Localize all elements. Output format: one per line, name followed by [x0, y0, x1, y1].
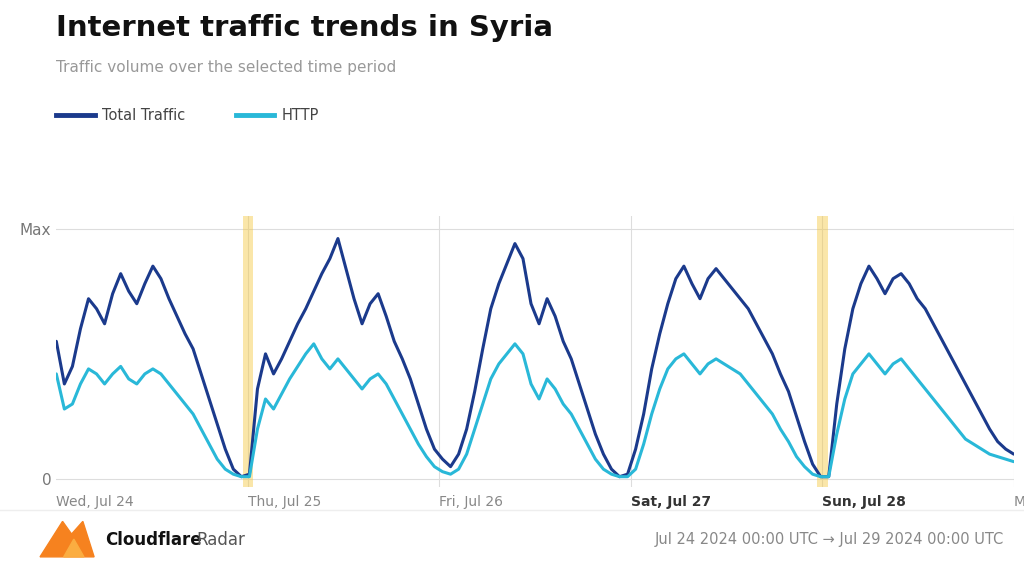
Polygon shape — [63, 539, 84, 557]
Text: Radar: Radar — [197, 530, 246, 549]
Text: Internet traffic trends in Syria: Internet traffic trends in Syria — [56, 14, 553, 43]
Text: Cloudflare: Cloudflare — [105, 530, 202, 549]
Bar — [817, 216, 827, 487]
Text: Total Traffic: Total Traffic — [102, 108, 185, 123]
Text: HTTP: HTTP — [282, 108, 318, 123]
Bar — [243, 216, 253, 487]
Polygon shape — [40, 521, 94, 557]
Text: Traffic volume over the selected time period: Traffic volume over the selected time pe… — [56, 60, 396, 75]
Text: Jul 24 2024 00:00 UTC → Jul 29 2024 00:00 UTC: Jul 24 2024 00:00 UTC → Jul 29 2024 00:0… — [654, 532, 1004, 547]
